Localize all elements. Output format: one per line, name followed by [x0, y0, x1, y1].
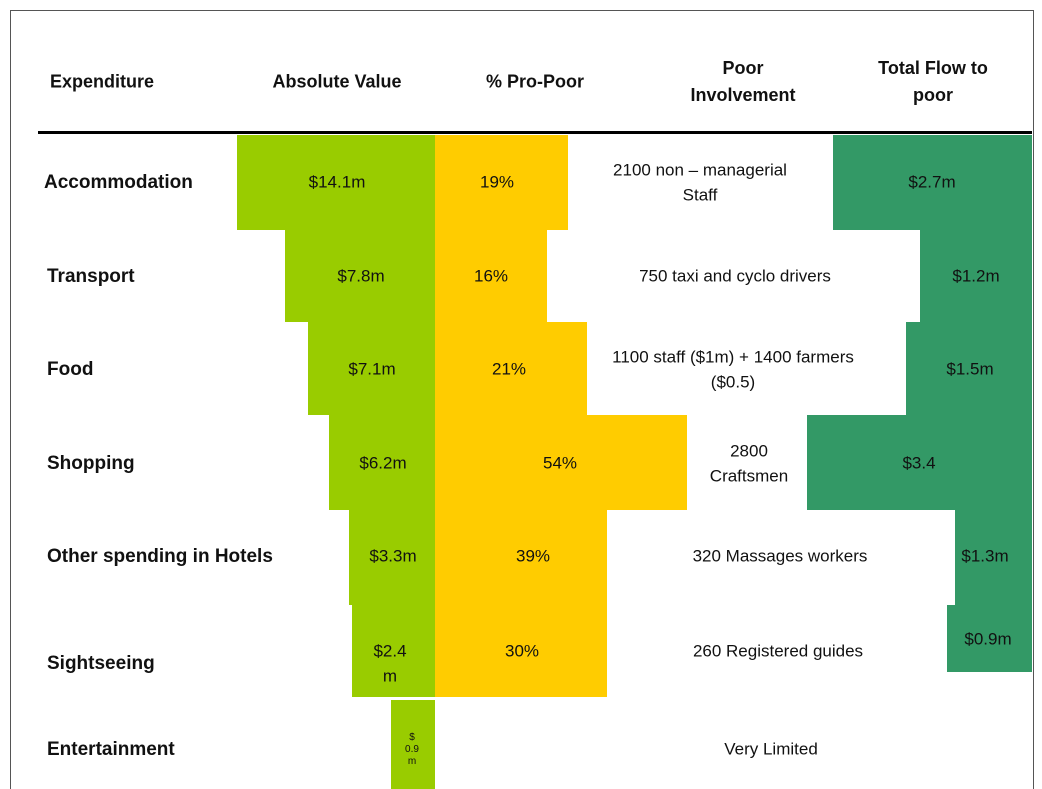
- pro-poor-bar: [435, 230, 547, 322]
- pro-poor-line: 16%: [473, 266, 509, 286]
- involvement: 2800 Craftsmen: [710, 439, 788, 488]
- involvement: Very Limited: [724, 738, 818, 763]
- pro-poor: 19%: [480, 171, 514, 196]
- involvement-line: 320 Massages workers: [692, 546, 868, 566]
- absolute-value: $14.1m: [309, 171, 366, 196]
- absolute-bar: [349, 510, 435, 605]
- absolute-bar: [329, 415, 435, 510]
- involvement: 1100 staff ($1m) + 1400 farmers ($0.5): [612, 345, 854, 394]
- pro-poor-bar: [435, 135, 568, 230]
- involvement: 750 taxi and cyclo drivers: [639, 265, 831, 290]
- total-flow-line: $1.3m: [961, 546, 1009, 566]
- pro-poor: 39%: [516, 545, 550, 570]
- header-cell: % Pro-Poor: [486, 69, 584, 96]
- involvement: 260 Registered guides: [693, 640, 863, 665]
- pro-poor: 54%: [543, 452, 577, 477]
- expenditure: Sightseeing: [47, 653, 155, 674]
- pro-poor: 30%: [505, 640, 539, 665]
- involvement-line: 2100 non – managerial: [613, 160, 787, 180]
- total-flow: $1.5m: [946, 358, 993, 383]
- total-flow: $2.7m: [908, 171, 955, 196]
- pro-poor: 16%: [474, 265, 508, 290]
- flow-bar: [955, 510, 1032, 605]
- absolute-value-line: $3.3m: [369, 546, 417, 566]
- absolute-bar: [308, 322, 435, 415]
- absolute-value-line: $: [409, 732, 415, 743]
- absolute-value-line: $2.4: [373, 641, 407, 661]
- absolute-bar: [237, 135, 435, 230]
- total-flow: $3.4: [902, 452, 935, 477]
- involvement: 320 Massages workers: [693, 545, 868, 570]
- total-flow-line: $2.7m: [908, 172, 956, 192]
- pro-poor-bar: [435, 415, 687, 510]
- header-cell-line: poor: [913, 85, 953, 105]
- involvement-line: 2800: [730, 441, 768, 461]
- total-flow-line: $1.2m: [952, 266, 1000, 286]
- absolute-value: $3.3m: [369, 545, 416, 570]
- absolute-value-line: m: [407, 756, 417, 767]
- absolute-value: $7.8m: [337, 265, 384, 290]
- flow-bar: [833, 135, 1032, 230]
- absolute-value-line: 0.9: [405, 744, 419, 755]
- expenditure: Entertainment: [47, 739, 175, 760]
- absolute-value-line: m: [382, 666, 398, 685]
- header-cell-line: Total Flow to: [878, 58, 988, 78]
- header-cell: Absolute Value: [272, 69, 401, 96]
- pro-poor: 21%: [492, 358, 526, 383]
- absolute-value: $7.1m: [348, 358, 395, 383]
- expenditure: Food: [47, 359, 94, 380]
- involvement: 2100 non – managerial Staff: [613, 158, 787, 207]
- total-flow: $0.9m: [964, 628, 1011, 653]
- absolute-value: $0.9 m: [405, 732, 419, 768]
- flow-bar: [920, 230, 1032, 322]
- absolute-bar: [391, 700, 435, 789]
- header-cell: Total Flow to poor: [878, 55, 988, 109]
- absolute-value-line: $7.8m: [337, 266, 385, 286]
- pro-poor-bar: [435, 510, 607, 605]
- absolute-value: $6.2m: [359, 452, 406, 477]
- pro-poor-bar: [435, 322, 587, 415]
- absolute-bar: [285, 230, 435, 322]
- involvement-line: 750 taxi and cyclo drivers: [639, 266, 831, 286]
- involvement-line: Very Limited: [724, 739, 818, 759]
- pro-poor-line: 19%: [479, 172, 515, 192]
- header-cell-line: Involvement: [690, 85, 796, 105]
- flow-bar: [906, 322, 1032, 415]
- expenditure: Transport: [47, 266, 135, 287]
- involvement-line: 260 Registered guides: [692, 641, 864, 661]
- total-flow: $1.3m: [961, 545, 1008, 570]
- absolute-value-line: $14.1m: [308, 172, 366, 192]
- involvement-line: 1100 staff ($1m) + 1400 farmers: [612, 347, 854, 367]
- expenditure: Other spending in Hotels: [47, 546, 273, 567]
- total-flow: $1.2m: [952, 265, 999, 290]
- pro-poor-bar: [435, 605, 607, 697]
- header-cell-line: Poor: [722, 58, 764, 78]
- pro-poor-line: 54%: [542, 453, 578, 473]
- involvement-line: ($0.5): [710, 372, 756, 391]
- absolute-value: $2.4 m: [373, 639, 406, 688]
- absolute-bar: [352, 605, 435, 697]
- header-cell: Expenditure: [50, 71, 155, 92]
- absolute-value-line: $6.2m: [359, 453, 407, 473]
- header-cell-line: % Pro-Poor: [485, 71, 585, 92]
- expenditure: Accommodation: [44, 172, 193, 193]
- header-cell-line: Absolute Value: [272, 71, 402, 92]
- frame: [10, 10, 1034, 789]
- pro-poor-line: 30%: [504, 641, 540, 661]
- absolute-value-line: $7.1m: [348, 359, 396, 379]
- flow-bar: [807, 415, 1032, 510]
- involvement-line: Craftsmen: [709, 466, 789, 485]
- expenditure: Shopping: [47, 453, 135, 474]
- flow-bar: [947, 605, 1032, 672]
- header-rule: [38, 131, 1032, 134]
- pro-poor-line: 21%: [491, 359, 527, 379]
- pro-poor-line: 39%: [515, 546, 551, 566]
- total-flow-line: $3.4: [902, 453, 936, 473]
- involvement-line: Staff: [682, 185, 718, 204]
- total-flow-line: $0.9m: [964, 629, 1012, 649]
- header-cell: Poor Involvement: [690, 55, 795, 109]
- total-flow-line: $1.5m: [946, 359, 994, 379]
